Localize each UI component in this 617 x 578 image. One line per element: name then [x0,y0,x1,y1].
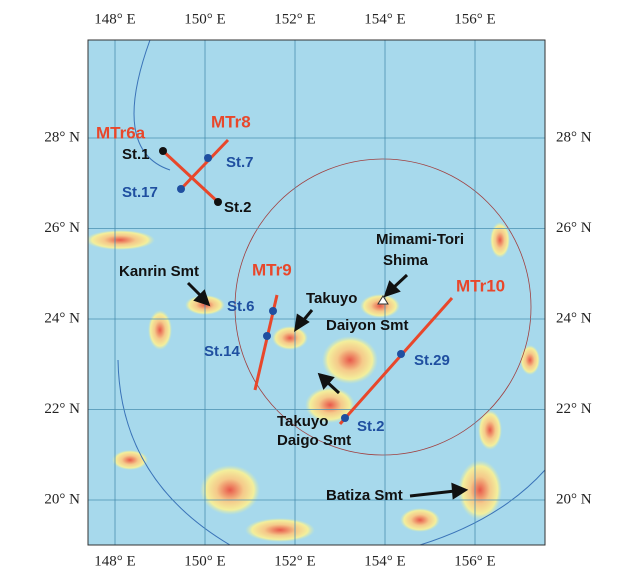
feature-label: Daigo Smt [277,432,351,449]
transect-label: MTr9 [252,260,292,279]
station-label: St.7 [226,154,254,171]
lon-tick-label: 150° E [184,11,225,27]
lon-tick-label: 154° E [364,553,405,569]
feature-label: Takuyo [306,290,357,307]
station-dot [341,414,349,422]
lon-tick-label: 156° E [454,553,495,569]
station-dot [159,147,167,155]
lat-tick-label: 20° N [44,491,80,507]
station-label: St.1 [122,146,150,163]
lat-tick-label: 28° N [44,129,80,145]
lon-tick-label: 154° E [364,11,405,27]
station-dot [263,332,271,340]
feature-label: Daiyon Smt [326,317,409,334]
station-dot [204,154,212,162]
feature-label: Shima [383,252,429,269]
map: MTr6a MTr8 MTr9 MTr10 St.1 St.7 St.17 St… [0,0,617,578]
feature-label: Batiza Smt [326,487,403,504]
lat-tick-label: 22° N [44,401,80,417]
station-dot [397,350,405,358]
lat-tick-label: 24° N [44,310,80,326]
transect-label: MTr8 [211,112,251,131]
feature-label: Mimami-Tori [376,231,464,248]
lat-tick-label: 20° N [556,491,592,507]
station-dot [269,307,277,315]
lon-tick-label: 156° E [454,11,495,27]
station-label: St.2 [357,418,385,435]
transect-label: MTr10 [456,276,505,295]
station-label: St.6 [227,298,255,315]
feature-label: Takuyo [277,413,328,430]
station-dot [214,198,222,206]
feature-label: Kanrin Smt [119,263,199,280]
station-label: St.29 [414,352,450,369]
lat-tick-label: 24° N [556,310,592,326]
station-dot [177,185,185,193]
lat-tick-label: 22° N [556,401,592,417]
transect-label: MTr6a [96,123,146,142]
lon-tick-label: 148° E [94,11,135,27]
lon-tick-label: 150° E [184,553,225,569]
lon-tick-label: 152° E [274,553,315,569]
lat-tick-label: 26° N [44,220,80,236]
lon-tick-label: 148° E [94,553,135,569]
lat-tick-label: 28° N [556,129,592,145]
lon-tick-label: 152° E [274,11,315,27]
station-label: St.14 [204,343,241,360]
station-label: St.17 [122,184,158,201]
station-label: St.2 [224,199,252,216]
lat-tick-label: 26° N [556,220,592,236]
